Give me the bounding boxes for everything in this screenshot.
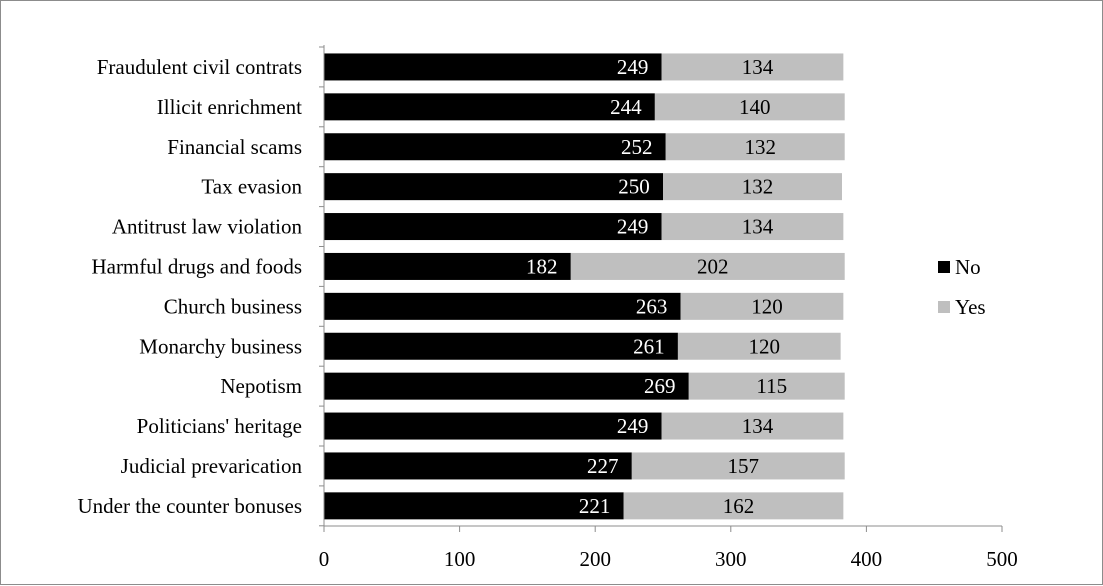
category-label: Illicit enrichment <box>157 95 302 119</box>
data-label-no: 227 <box>587 454 619 478</box>
category-label: Judicial prevarication <box>121 454 303 478</box>
data-label-yes: 134 <box>742 414 774 438</box>
data-label-yes: 157 <box>728 454 760 478</box>
data-label-no: 250 <box>618 175 650 199</box>
bar-no <box>324 173 663 201</box>
bar-yes <box>631 452 845 480</box>
data-label-yes: 132 <box>744 135 776 159</box>
axis-layer: 0 100 200 300 400 500 <box>319 45 1018 571</box>
bar-no <box>324 53 662 81</box>
data-label-no: 263 <box>636 294 668 318</box>
x-tick-label: 300 <box>715 547 747 571</box>
bars-layer <box>324 53 845 520</box>
bar-no <box>324 372 689 400</box>
legend-label-no: No <box>955 255 981 279</box>
category-label: Church business <box>164 294 302 318</box>
data-label-no: 249 <box>617 215 649 239</box>
data-label-no: 244 <box>610 95 642 119</box>
data-label-no: 261 <box>633 334 665 358</box>
bar-no <box>324 332 678 360</box>
category-label: Politicians' heritage <box>137 414 302 438</box>
legend: No Yes <box>938 255 986 319</box>
bar-no <box>324 213 662 241</box>
bar-yes <box>677 332 841 360</box>
bar-yes <box>661 412 844 440</box>
category-label: Antitrust law violation <box>112 215 303 239</box>
bar-yes <box>665 133 845 161</box>
data-label-yes: 162 <box>723 494 755 518</box>
x-tick-label: 100 <box>444 547 476 571</box>
data-label-no: 182 <box>526 254 558 278</box>
bar-yes <box>570 252 845 280</box>
data-label-no: 252 <box>621 135 653 159</box>
data-label-yes: 115 <box>756 374 787 398</box>
bar-no <box>324 492 624 520</box>
bar-yes <box>688 372 845 400</box>
data-label-yes: 202 <box>697 254 729 278</box>
data-label-yes: 134 <box>742 215 774 239</box>
x-tick-label: 0 <box>319 547 330 571</box>
bar-yes <box>654 93 845 121</box>
bar-yes <box>680 292 844 320</box>
bar-no <box>324 252 571 280</box>
data-label-yes: 132 <box>742 175 774 199</box>
data-label-no: 249 <box>617 414 649 438</box>
data-label-yes: 120 <box>749 334 781 358</box>
bar-yes <box>623 492 844 520</box>
data-label-yes: 134 <box>742 55 774 79</box>
bar-no <box>324 452 632 480</box>
bar-no <box>324 133 666 161</box>
data-label-no: 269 <box>644 374 676 398</box>
bar-yes <box>661 213 844 241</box>
bar-yes <box>663 173 842 201</box>
x-tick-label: 200 <box>579 547 611 571</box>
data-label-yes: 120 <box>751 294 783 318</box>
category-label: Tax evasion <box>201 175 302 199</box>
bar-no <box>324 292 681 320</box>
bar-no <box>324 93 655 121</box>
data-label-no: 221 <box>579 494 611 518</box>
category-label: Under the counter bonuses <box>77 494 302 518</box>
category-label: Harmful drugs and foods <box>91 254 302 278</box>
legend-swatch-yes <box>938 301 950 313</box>
category-label: Monarchy business <box>139 334 302 358</box>
category-label: Nepotism <box>220 374 302 398</box>
legend-swatch-no <box>938 261 950 273</box>
data-label-yes: 140 <box>739 95 771 119</box>
data-label-no: 249 <box>617 55 649 79</box>
category-label: Financial scams <box>167 135 302 159</box>
bar-no <box>324 412 662 440</box>
labels-layer: Fraudulent civil contrats 249 134 Illicit e… <box>77 55 787 518</box>
x-tick-label: 500 <box>986 547 1018 571</box>
category-label: Fraudulent civil contrats <box>97 55 302 79</box>
x-tick-label: 400 <box>851 547 883 571</box>
bar-yes <box>661 53 844 81</box>
legend-label-yes: Yes <box>955 295 986 319</box>
